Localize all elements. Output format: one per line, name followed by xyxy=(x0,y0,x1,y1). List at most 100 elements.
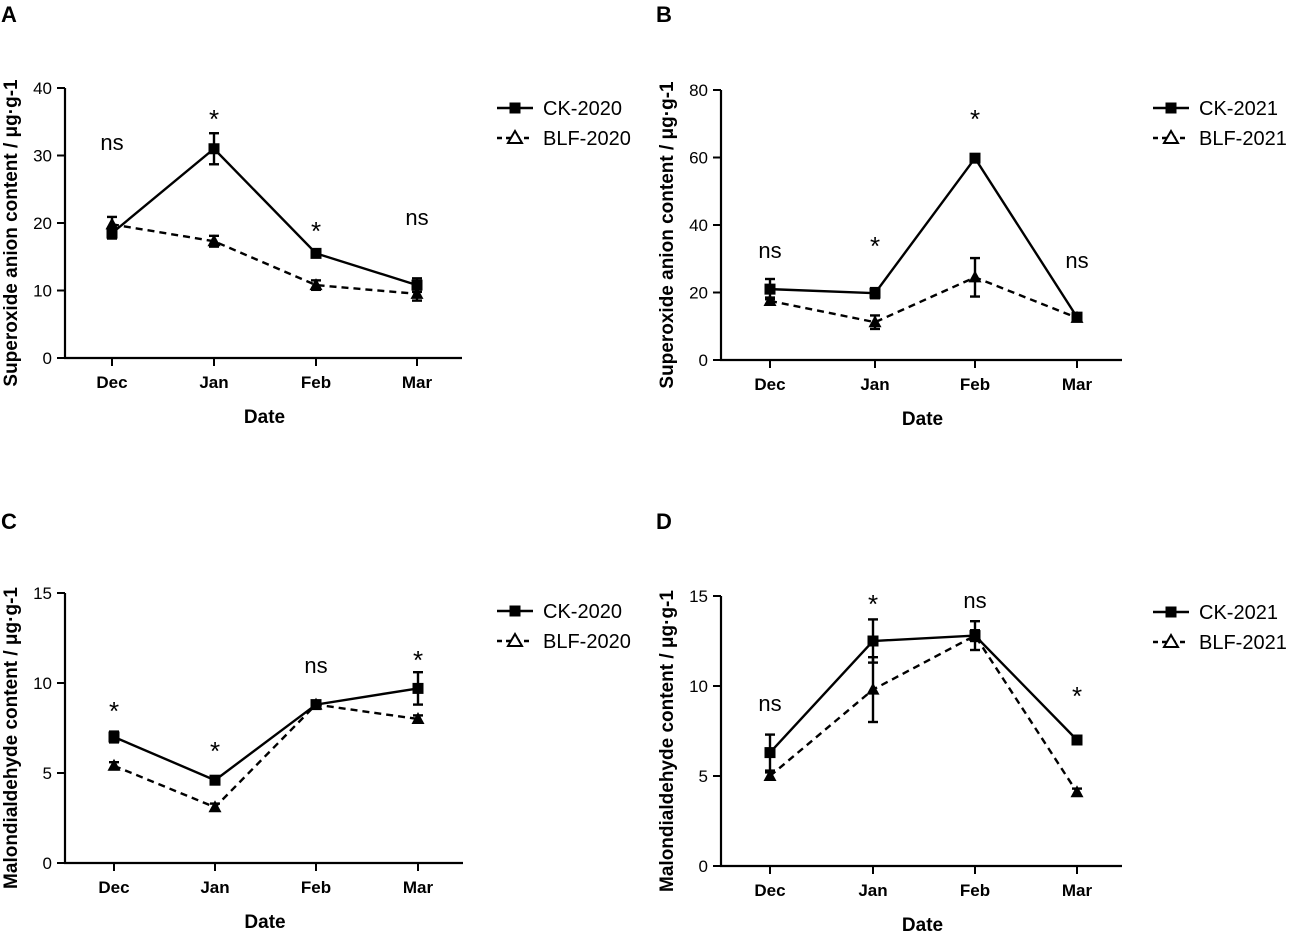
x-tick-label: Mar xyxy=(1062,881,1093,900)
significance-label: * xyxy=(1072,681,1082,711)
chart-panel-a: A 0 10 20 30 40 Dec Jan Feb Mar Date Superoxide ani… xyxy=(1,2,631,428)
data-point-square xyxy=(867,635,879,647)
legend-entry: BLF-2020 xyxy=(497,631,631,653)
y-tick-label: 40 xyxy=(689,216,708,235)
significance-label: * xyxy=(870,231,880,261)
data-point-triangle xyxy=(309,278,323,291)
data-point-triangle xyxy=(968,270,982,283)
series-blf-2021 xyxy=(763,628,1084,798)
significance-label: ns xyxy=(963,588,986,613)
y-tick-label: 10 xyxy=(33,282,52,301)
legend-entry: CK-2020 xyxy=(497,98,622,120)
y-tick-label: 80 xyxy=(689,81,708,100)
data-point-square xyxy=(412,682,424,694)
y-tick-label: 0 xyxy=(43,854,52,873)
data-point-square xyxy=(969,152,981,164)
y-axis-title: Superoxide anion content / μg·g-1 xyxy=(657,81,678,389)
chart-panel-b: B 0 20 40 60 80 Dec Jan Feb Mar Date Superoxide ani… xyxy=(656,2,1287,430)
legend-entry: BLF-2021 xyxy=(1153,632,1287,654)
data-point-square xyxy=(106,227,118,239)
data-point-square xyxy=(209,774,221,786)
data-point-triangle xyxy=(1070,785,1084,798)
legend-marker-square xyxy=(1165,102,1177,114)
data-point-triangle xyxy=(1070,310,1084,323)
y-tick-label: 60 xyxy=(689,149,708,168)
y-tick-label: 15 xyxy=(33,584,52,603)
series-blf-2021 xyxy=(763,256,1084,331)
legend-label: CK-2021 xyxy=(1199,98,1278,120)
x-tick-label: Dec xyxy=(98,878,129,897)
x-tick-label: Mar xyxy=(403,878,434,897)
chart-panel-d: D 0 5 10 15 Dec Jan Feb Mar Date Malondialdehyde c… xyxy=(656,509,1287,933)
x-tick-label: Feb xyxy=(301,878,331,897)
significance-label: ns xyxy=(758,691,781,716)
significance-label: ns xyxy=(304,653,327,678)
series-blf-2020 xyxy=(105,215,424,302)
y-tick-label: 0 xyxy=(699,857,708,876)
legend-entry: BLF-2020 xyxy=(497,128,631,150)
legend-marker-square xyxy=(509,605,521,617)
x-tick-label: Dec xyxy=(754,881,785,900)
y-tick-label: 20 xyxy=(689,284,708,303)
x-axis-title: Date xyxy=(244,407,285,428)
series-line xyxy=(111,147,418,287)
y-tick-label: 5 xyxy=(699,767,708,786)
data-point-triangle xyxy=(105,217,119,230)
data-point-triangle xyxy=(763,293,777,306)
data-point-square xyxy=(310,247,322,259)
legend-entry: CK-2020 xyxy=(497,601,622,623)
data-point-triangle xyxy=(763,769,777,781)
x-tick-label: Feb xyxy=(960,881,990,900)
chart-panel-c: C 0 5 10 15 Dec Jan Feb Mar Date Malondialdehyde c… xyxy=(1,509,631,933)
legend-label: CK-2020 xyxy=(543,98,622,120)
legend-label: CK-2021 xyxy=(1199,602,1278,624)
data-point-square xyxy=(1071,734,1083,746)
legend-marker-triangle xyxy=(1162,633,1180,648)
data-point-square xyxy=(764,283,776,295)
y-axis-title: Malondialdehyde content / μg·g-1 xyxy=(657,590,678,892)
x-tick-label: Jan xyxy=(199,373,228,392)
y-tick-label: 20 xyxy=(33,214,52,233)
data-point-square xyxy=(108,731,120,743)
significance-label: ns xyxy=(758,238,781,263)
legend-marker-square xyxy=(1165,606,1177,618)
legend-label: BLF-2021 xyxy=(1199,632,1287,654)
legend-marker-triangle xyxy=(1162,129,1180,144)
x-axis-title: Date xyxy=(902,409,943,430)
panel-letter: D xyxy=(656,509,672,534)
x-axis-title: Date xyxy=(244,912,285,933)
y-tick-label: 5 xyxy=(43,764,52,783)
panel-letter: A xyxy=(1,2,17,27)
panel-letter: C xyxy=(1,509,17,534)
x-tick-label: Jan xyxy=(200,878,229,897)
data-point-triangle xyxy=(208,800,222,813)
y-tick-label: 10 xyxy=(689,677,708,696)
significance-label: ns xyxy=(405,205,428,230)
series-ck-2020 xyxy=(108,671,424,786)
data-point-triangle xyxy=(410,286,424,299)
x-tick-label: Jan xyxy=(858,881,887,900)
legend-entry: CK-2021 xyxy=(1153,98,1278,120)
legend-label: CK-2020 xyxy=(543,601,622,623)
significance-label: * xyxy=(311,216,321,246)
data-point-triangle xyxy=(309,697,323,710)
significance-label: * xyxy=(109,696,119,726)
legend-label: BLF-2020 xyxy=(543,631,631,653)
y-tick-label: 40 xyxy=(33,79,52,98)
x-tick-label: Jan xyxy=(860,375,889,394)
significance-label: * xyxy=(210,736,220,766)
y-tick-label: 30 xyxy=(33,147,52,166)
series-ck-2021 xyxy=(764,618,1083,772)
series-line xyxy=(769,634,1079,793)
x-tick-label: Feb xyxy=(960,375,990,394)
legend-entry: BLF-2021 xyxy=(1153,128,1287,150)
x-tick-label: Mar xyxy=(402,373,433,392)
data-point-triangle xyxy=(107,758,121,771)
data-point-triangle xyxy=(866,682,880,695)
x-tick-label: Feb xyxy=(301,373,331,392)
y-tick-label: 0 xyxy=(43,349,52,368)
data-point-square xyxy=(764,747,776,759)
data-point-triangle xyxy=(207,234,221,247)
series-line xyxy=(113,703,419,809)
legend-marker-square xyxy=(509,102,521,114)
